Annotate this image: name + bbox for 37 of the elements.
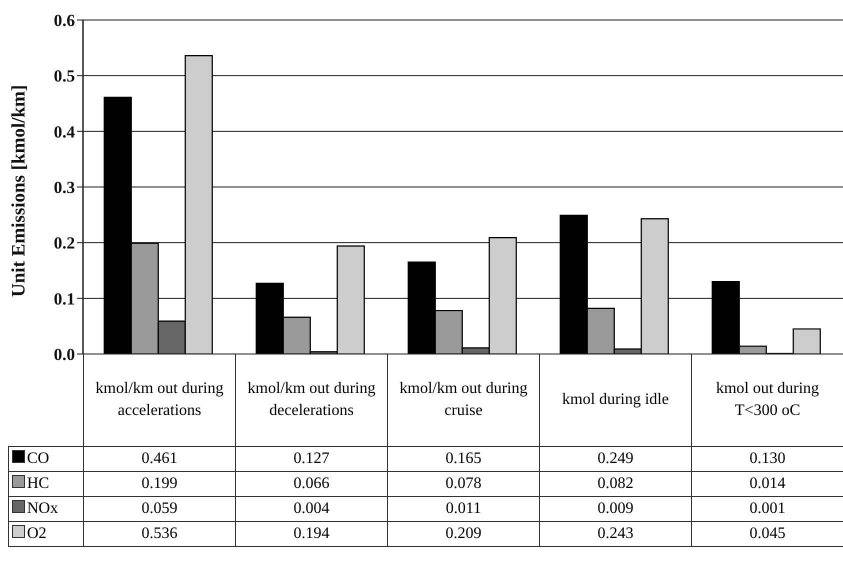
data-label: 0.045 <box>692 521 843 546</box>
data-label: 0.461 <box>84 446 236 471</box>
data-label: 0.014 <box>692 471 843 496</box>
legend-label: CO <box>8 446 84 471</box>
data-label: 0.165 <box>388 446 540 471</box>
data-label: 0.127 <box>236 446 388 471</box>
legend-label: NOx <box>8 496 84 521</box>
y-tick-label: 0.4 <box>54 122 76 142</box>
x-tick-label: kmol/km out during accelerations <box>84 354 236 446</box>
data-label: 0.536 <box>84 521 236 546</box>
legend-label: HC <box>8 471 84 496</box>
data-label: 0.209 <box>388 521 540 546</box>
x-tick-label: kmol/km out during decelerations <box>236 354 388 446</box>
data-label: 0.130 <box>692 446 843 471</box>
y-tick-label: 0.0 <box>54 345 75 364</box>
data-label: 0.249 <box>540 446 692 471</box>
data-label: 0.059 <box>84 496 236 521</box>
data-label: 0.243 <box>540 521 692 546</box>
legend-label: O2 <box>8 521 84 546</box>
y-axis-title: Unit Emissions [kmol/km] <box>8 84 30 297</box>
data-label: 0.082 <box>540 471 692 496</box>
y-tick-label: 0.5 <box>54 66 75 86</box>
y-tick-label: 0.6 <box>54 11 75 30</box>
data-label: 0.004 <box>236 496 388 521</box>
y-tick-label: 0.1 <box>54 289 75 308</box>
data-label: 0.009 <box>540 496 692 521</box>
data-label: 0.199 <box>84 471 236 496</box>
data-label: 0.066 <box>236 471 388 496</box>
x-tick-label: kmol/km out during cruise <box>388 354 540 446</box>
y-tick-label: 0.3 <box>54 178 75 198</box>
x-tick-label: kmol during idle <box>540 354 692 446</box>
data-label: 0.078 <box>388 471 540 496</box>
y-tick-label: 0.2 <box>54 234 75 253</box>
x-tick-label: kmol out during T<300 oC <box>692 354 843 446</box>
data-label: 0.011 <box>388 496 540 521</box>
data-label: 0.001 <box>692 496 843 521</box>
data-label: 0.194 <box>236 521 388 546</box>
